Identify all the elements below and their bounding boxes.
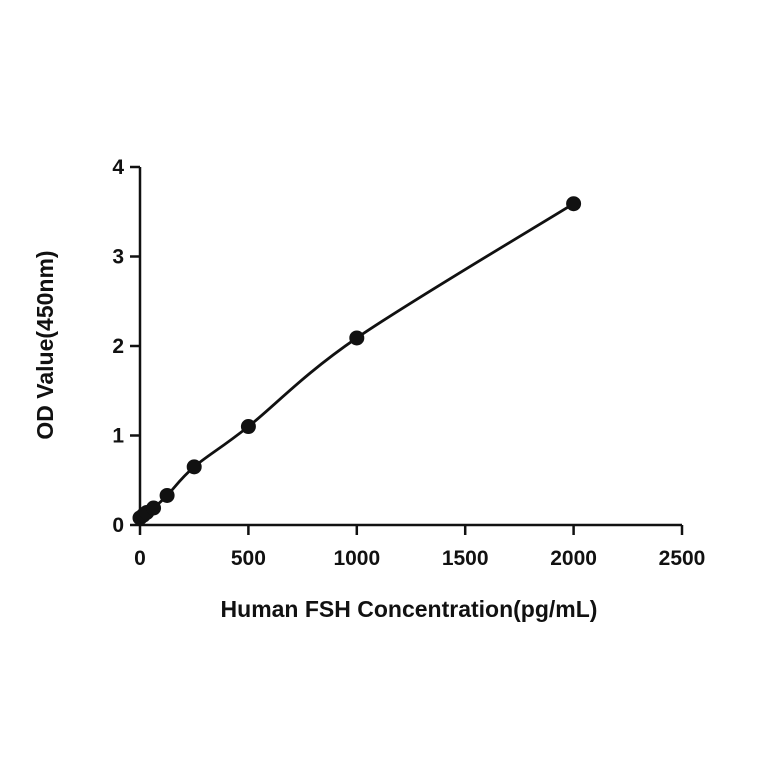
y-axis-title: OD Value(450nm) bbox=[32, 250, 58, 439]
data-points bbox=[132, 196, 582, 526]
x-tick-label: 1500 bbox=[442, 547, 489, 570]
data-point bbox=[566, 196, 582, 212]
data-point bbox=[146, 500, 162, 516]
x-tick-label: 500 bbox=[231, 547, 266, 570]
x-ticks: 0 500 1000 1500 2000 2500 bbox=[134, 525, 705, 570]
y-tick-label: 3 bbox=[112, 246, 124, 269]
y-tick-label: 0 bbox=[112, 514, 124, 537]
x-tick-label: 1000 bbox=[333, 547, 380, 570]
y-tick-label: 1 bbox=[112, 425, 124, 448]
y-tick-label: 4 bbox=[112, 156, 124, 179]
axes bbox=[138, 167, 682, 527]
y-ticks: 0 1 2 3 4 bbox=[112, 156, 140, 537]
data-point bbox=[159, 487, 175, 503]
y-tick-label: 2 bbox=[112, 335, 124, 358]
x-axis-title: Human FSH Concentration(pg/mL) bbox=[221, 596, 598, 622]
x-tick-label: 2500 bbox=[659, 547, 706, 570]
data-point bbox=[186, 459, 202, 475]
x-tick-label: 2000 bbox=[550, 547, 597, 570]
data-point bbox=[349, 330, 365, 346]
fit-curve bbox=[139, 202, 575, 519]
data-point bbox=[240, 419, 256, 435]
x-tick-label: 0 bbox=[134, 547, 146, 570]
